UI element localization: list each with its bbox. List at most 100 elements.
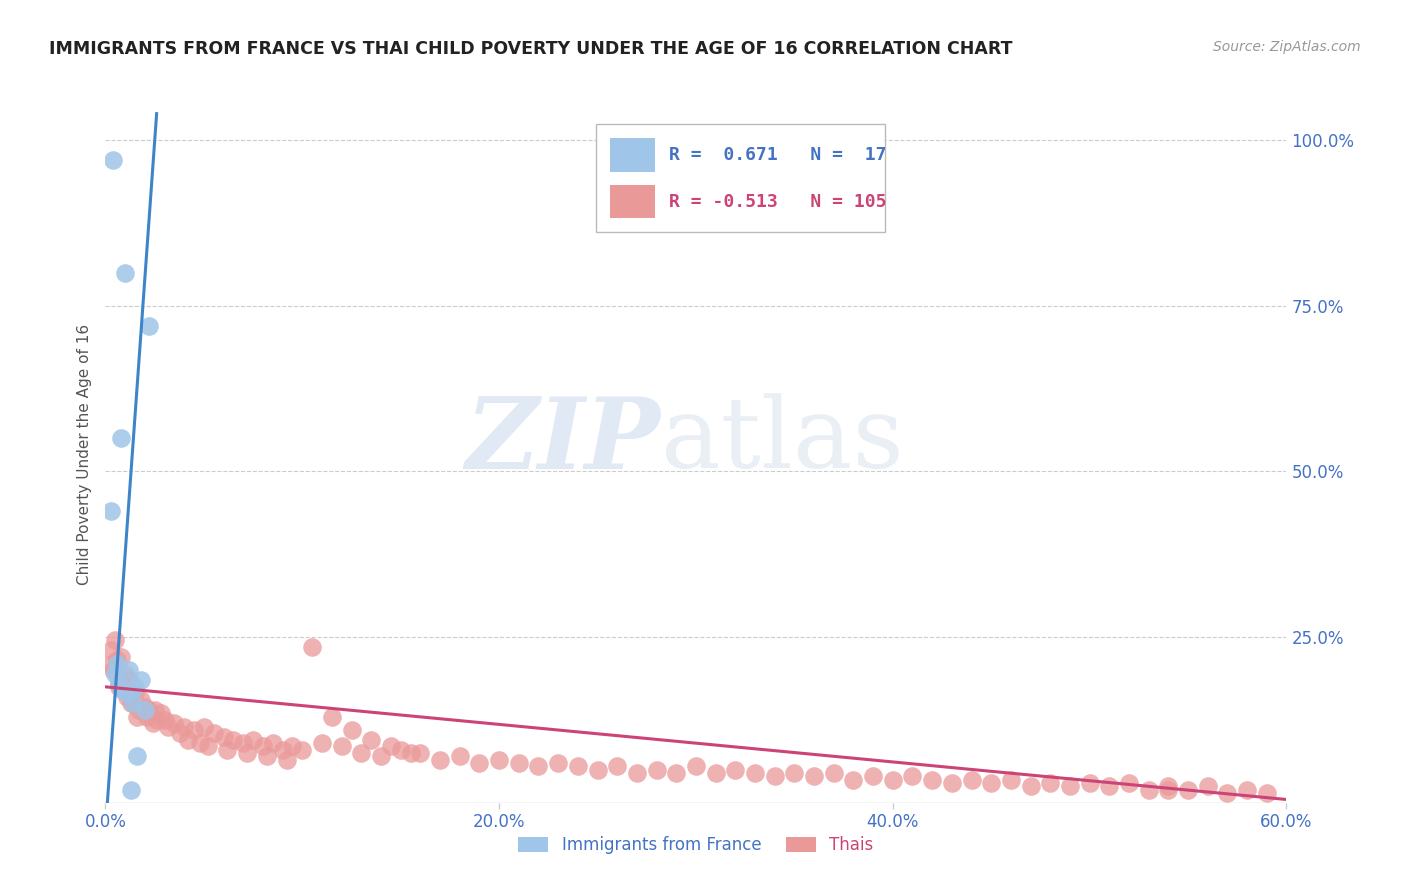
Point [429, 753, 451, 767]
Point [606, 759, 628, 773]
Point [1236, 782, 1258, 797]
Point [124, 686, 146, 700]
Point [468, 756, 491, 770]
Point [941, 776, 963, 790]
Point [112, 683, 135, 698]
Point [100, 657, 122, 671]
Point [763, 769, 786, 783]
Point [389, 743, 412, 757]
Point [527, 759, 550, 773]
Point [115, 686, 138, 700]
Point [960, 772, 983, 787]
Point [157, 720, 180, 734]
Text: ZIP: ZIP [465, 392, 661, 489]
Point [134, 699, 156, 714]
Point [138, 703, 160, 717]
Point [1137, 782, 1160, 797]
Point [1019, 779, 1042, 793]
Point [823, 766, 845, 780]
Point [882, 772, 904, 787]
Point [112, 683, 135, 698]
Point [122, 697, 145, 711]
Point [449, 749, 471, 764]
Point [252, 739, 274, 754]
Point [1118, 776, 1140, 790]
Point [100, 643, 122, 657]
Point [862, 769, 884, 783]
Point [188, 736, 211, 750]
Point [1059, 779, 1081, 793]
Text: R =  0.671   N =  17: R = 0.671 N = 17 [669, 146, 886, 164]
Point [301, 640, 323, 654]
Point [1157, 782, 1180, 797]
Point [110, 650, 132, 665]
Point [197, 739, 219, 754]
Point [1098, 779, 1121, 793]
Point [340, 723, 363, 737]
Point [163, 716, 186, 731]
Point [108, 676, 131, 690]
FancyBboxPatch shape [610, 185, 655, 219]
Point [118, 663, 141, 677]
Point [626, 766, 648, 780]
Point [135, 709, 157, 723]
Point [120, 782, 142, 797]
Point [124, 680, 146, 694]
Point [104, 666, 127, 681]
Point [1039, 776, 1062, 790]
Point [1000, 772, 1022, 787]
Point [120, 697, 142, 711]
Point [330, 739, 353, 754]
Point [1197, 779, 1219, 793]
Point [232, 736, 254, 750]
Point [783, 766, 806, 780]
Point [1078, 776, 1101, 790]
Point [108, 680, 131, 694]
Point [311, 736, 333, 750]
Point [114, 666, 136, 681]
Point [1177, 782, 1199, 797]
Point [409, 746, 432, 760]
Point [256, 749, 278, 764]
Point [122, 697, 145, 711]
Point [212, 730, 235, 744]
Point [100, 504, 122, 518]
Point [1157, 779, 1180, 793]
Point [134, 703, 156, 717]
FancyBboxPatch shape [596, 124, 884, 232]
Point [105, 657, 128, 671]
Point [173, 720, 195, 734]
Point [242, 732, 264, 747]
FancyBboxPatch shape [610, 138, 655, 172]
Point [488, 753, 510, 767]
Point [1256, 786, 1278, 800]
Point [183, 723, 205, 737]
Point [104, 633, 127, 648]
Point [645, 763, 668, 777]
Point [685, 759, 707, 773]
Point [842, 772, 865, 787]
Point [321, 709, 343, 723]
Point [142, 716, 165, 731]
Point [370, 749, 392, 764]
Text: atlas: atlas [661, 393, 903, 489]
Point [1216, 786, 1239, 800]
Point [153, 713, 176, 727]
Point [399, 746, 422, 760]
Point [508, 756, 530, 770]
Y-axis label: Child Poverty Under the Age of 16: Child Poverty Under the Age of 16 [76, 325, 91, 585]
Point [744, 766, 766, 780]
Point [169, 726, 191, 740]
Point [125, 749, 148, 764]
Point [143, 703, 166, 717]
Point [724, 763, 747, 777]
Point [114, 266, 136, 280]
Point [360, 732, 382, 747]
Point [128, 703, 150, 717]
Point [177, 732, 200, 747]
Point [118, 673, 141, 688]
Point [103, 663, 125, 677]
Point [980, 776, 1002, 790]
Point [803, 769, 825, 783]
Point [567, 759, 589, 773]
